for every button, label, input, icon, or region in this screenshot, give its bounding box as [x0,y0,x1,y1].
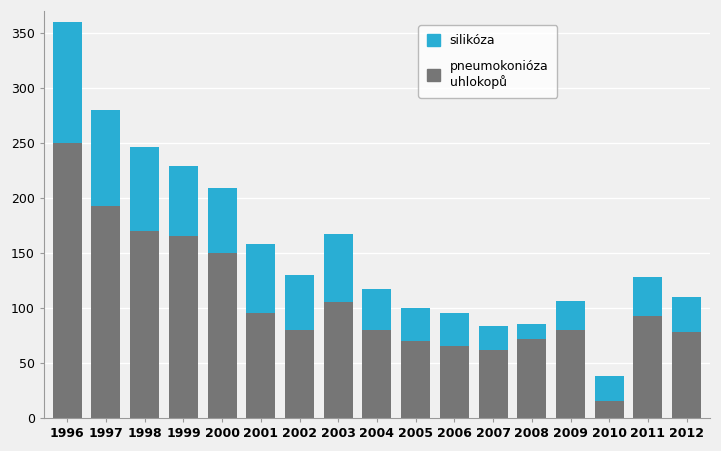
Bar [595,376,624,401]
Bar [672,297,702,332]
Bar [517,339,547,418]
Bar [440,313,469,346]
Bar [324,234,353,303]
Bar [247,244,275,313]
Bar [634,277,663,316]
Bar [401,308,430,341]
Bar [479,350,508,418]
Bar [479,326,508,350]
Bar [131,147,159,231]
Bar [285,330,314,418]
Bar [247,313,275,418]
Bar [401,341,430,418]
Bar [363,289,392,330]
Bar [556,301,585,330]
Bar [363,330,392,418]
Bar [556,330,585,418]
Bar [440,346,469,418]
Bar [634,316,663,418]
Bar [169,166,198,236]
Bar [53,143,81,418]
Bar [169,236,198,418]
Bar [324,303,353,418]
Bar [517,324,547,339]
Bar [92,110,120,206]
Bar [672,332,702,418]
Bar [285,275,314,330]
Legend: silikóza, pneumokonióza
uhlokopů: silikóza, pneumokonióza uhlokopů [418,26,557,98]
Bar [53,22,81,143]
Bar [208,253,236,418]
Bar [131,231,159,418]
Bar [595,401,624,418]
Bar [92,206,120,418]
Bar [208,188,236,253]
